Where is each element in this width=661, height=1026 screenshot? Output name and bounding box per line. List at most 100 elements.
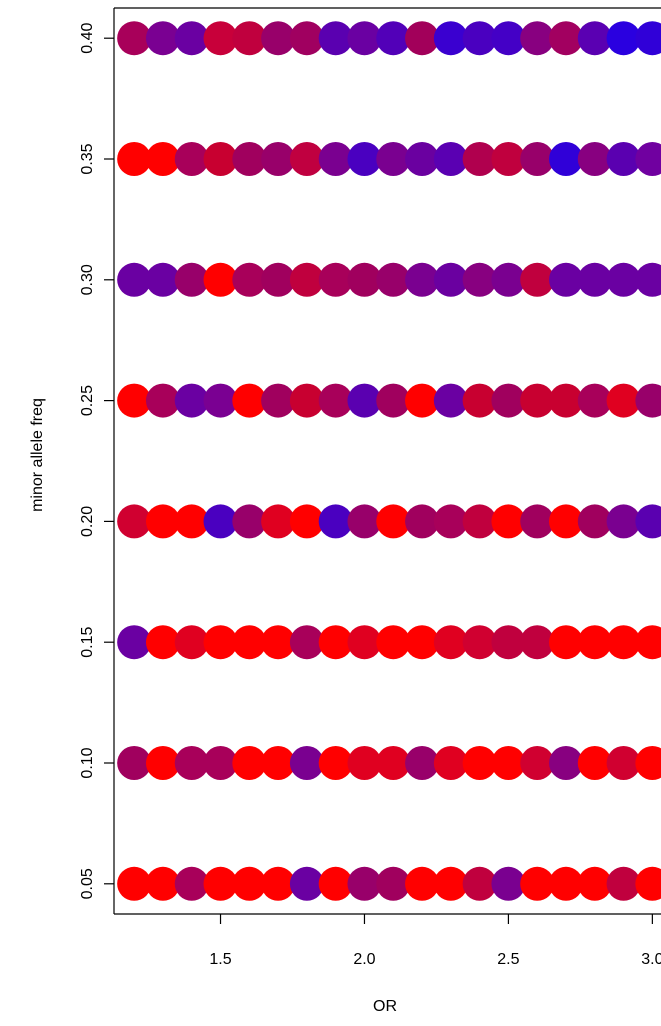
data-point [232, 21, 267, 56]
data-point [261, 866, 296, 901]
data-point [520, 866, 555, 901]
data-point [405, 262, 440, 297]
data-point [203, 142, 238, 176]
y-tick-label: 0.10 [79, 747, 96, 778]
data-point [491, 625, 526, 660]
data-point [347, 866, 382, 901]
data-point [203, 21, 238, 56]
data-point [606, 625, 641, 660]
data-point [318, 21, 353, 56]
data-point [635, 142, 661, 176]
data-point [289, 504, 324, 539]
data-point [203, 504, 238, 539]
data-point [548, 625, 583, 660]
data-point [117, 504, 152, 539]
data-point [145, 866, 180, 901]
data-point [520, 383, 555, 418]
data-point [376, 866, 411, 901]
y-tick-label: 0.15 [79, 627, 96, 658]
data-point [548, 262, 583, 297]
data-point [606, 383, 641, 418]
y-tick-label: 0.30 [79, 264, 96, 295]
data-point [462, 142, 497, 176]
data-point [347, 142, 382, 176]
data-point [548, 746, 583, 780]
data-point [405, 746, 440, 780]
data-point [606, 21, 641, 56]
data-point [203, 866, 238, 901]
data-point [232, 142, 267, 176]
data-point [174, 142, 209, 176]
data-point [635, 21, 661, 56]
data-point [433, 746, 468, 780]
data-point [174, 746, 209, 780]
data-point [548, 504, 583, 539]
data-point [261, 383, 296, 418]
data-point [232, 866, 267, 901]
data-point [635, 746, 661, 780]
data-point [433, 383, 468, 418]
x-tick-label: 3.0 [641, 951, 661, 968]
data-point [232, 625, 267, 660]
data-point [376, 383, 411, 418]
data-point [548, 383, 583, 418]
data-point [376, 746, 411, 780]
data-point [145, 262, 180, 297]
x-tick-label: 1.5 [209, 951, 231, 968]
data-point [376, 504, 411, 539]
data-point [289, 383, 324, 418]
data-point [145, 383, 180, 418]
data-point [232, 262, 267, 297]
data-point [145, 21, 180, 56]
data-point [203, 746, 238, 780]
data-point [232, 504, 267, 539]
points-layer [117, 21, 661, 901]
data-point [635, 625, 661, 660]
data-point [347, 504, 382, 539]
data-point [405, 866, 440, 901]
data-point [462, 383, 497, 418]
data-point [261, 142, 296, 176]
data-point [491, 746, 526, 780]
data-point [520, 746, 555, 780]
y-tick-label: 0.40 [79, 23, 96, 54]
data-point [261, 21, 296, 56]
data-point [318, 262, 353, 297]
data-point [520, 142, 555, 176]
data-point [318, 866, 353, 901]
data-point [174, 21, 209, 56]
data-point [548, 142, 583, 176]
data-point [577, 383, 612, 418]
y-tick-label: 0.35 [79, 143, 96, 174]
data-point [289, 21, 324, 56]
data-point [433, 625, 468, 660]
data-point [232, 746, 267, 780]
data-point [577, 142, 612, 176]
y-tick-label: 0.05 [79, 868, 96, 899]
data-point [577, 262, 612, 297]
data-point [347, 746, 382, 780]
data-point [577, 504, 612, 539]
data-point [520, 21, 555, 56]
data-point [117, 746, 152, 780]
data-point [433, 262, 468, 297]
data-point [117, 262, 152, 297]
data-point [462, 21, 497, 56]
data-point [405, 21, 440, 56]
data-point [174, 625, 209, 660]
y-axis-label: minor allele freq [29, 398, 46, 512]
data-point [376, 21, 411, 56]
axes-layer: 1.5 2.0 2.5 3.0 0.05 0.10 0.15 0.20 0.25 0.30 0.35… [79, 7, 661, 968]
data-point [606, 746, 641, 780]
data-point [491, 21, 526, 56]
data-point [117, 625, 152, 660]
data-point [491, 383, 526, 418]
data-point [606, 262, 641, 297]
data-point [433, 142, 468, 176]
data-point [606, 866, 641, 901]
data-point [347, 21, 382, 56]
data-point [462, 746, 497, 780]
data-point [491, 504, 526, 539]
data-point [203, 262, 238, 297]
